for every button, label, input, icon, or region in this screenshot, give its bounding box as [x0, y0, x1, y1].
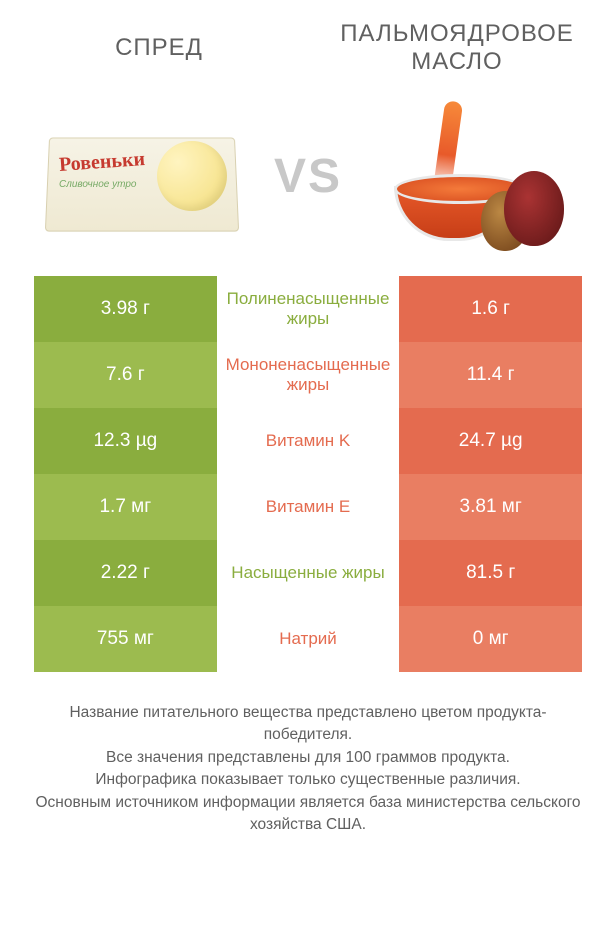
table-row: 1.7 мгВитамин E3.81 мг	[34, 474, 582, 540]
header: СПРЕД ПАЛЬМОЯДРОВОЕ МАСЛО	[0, 0, 616, 86]
table-row: 3.98 гПолиненасыщенные жиры1.6 г	[34, 276, 582, 342]
nutrient-name: Натрий	[217, 606, 400, 672]
comparison-table: 3.98 гПолиненасыщенные жиры1.6 г7.6 гМон…	[0, 276, 616, 672]
left-value: 2.22 г	[34, 540, 217, 606]
right-value: 81.5 г	[399, 540, 582, 606]
right-value: 11.4 г	[399, 342, 582, 408]
right-value: 1.6 г	[399, 276, 582, 342]
nutrient-name: Витамин E	[217, 474, 400, 540]
right-value: 24.7 µg	[399, 408, 582, 474]
palm-oil-illustration	[384, 101, 564, 251]
nutrient-name: Насыщенные жиры	[217, 540, 400, 606]
footer-notes: Название питательного вещества представл…	[0, 672, 616, 837]
table-row: 12.3 µgВитамин K24.7 µg	[34, 408, 582, 474]
left-value: 755 мг	[34, 606, 217, 672]
left-product-title: СПРЕД	[10, 20, 308, 76]
left-value: 7.6 г	[34, 342, 217, 408]
table-row: 7.6 гМононенасыщенные жиры11.4 г	[34, 342, 582, 408]
nutrient-name: Витамин K	[217, 408, 400, 474]
vs-label: VS	[264, 149, 352, 204]
product-images-row: Ровеньки Сливочное утро VS	[0, 86, 616, 276]
footer-line: Инфографика показывает только существенн…	[30, 769, 586, 791]
table-row: 2.22 гНасыщенные жиры81.5 г	[34, 540, 582, 606]
right-value: 3.81 мг	[399, 474, 582, 540]
left-value: 12.3 µg	[34, 408, 217, 474]
right-product-title: ПАЛЬМОЯДРОВОЕ МАСЛО	[308, 20, 606, 76]
left-product-image: Ровеньки Сливочное утро	[30, 96, 254, 256]
table-row: 755 мгНатрий0 мг	[34, 606, 582, 672]
left-value: 1.7 мг	[34, 474, 217, 540]
right-value: 0 мг	[399, 606, 582, 672]
footer-line: Название питательного вещества представл…	[30, 702, 586, 747]
nutrient-name: Полиненасыщенные жиры	[217, 276, 400, 342]
left-value: 3.98 г	[34, 276, 217, 342]
spread-pack-illustration: Ровеньки Сливочное утро	[47, 121, 237, 231]
right-product-image	[362, 96, 586, 256]
footer-line: Все значения представлены для 100 граммо…	[30, 747, 586, 769]
nutrient-name: Мононенасыщенные жиры	[217, 342, 400, 408]
footer-line: Основным источником информации является …	[30, 792, 586, 837]
